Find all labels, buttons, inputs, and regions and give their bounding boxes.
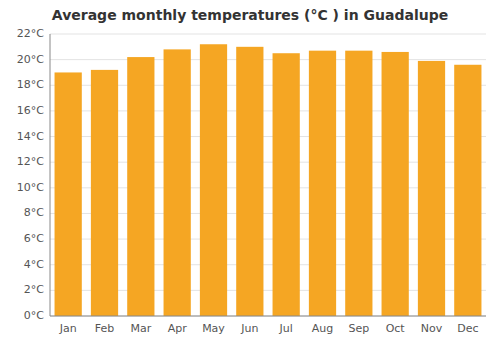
chart: 0°C 2°C 4°C 6°C 8°C 10°C 12°C 14°C 16°C 18°C 20°C 2…: [0, 0, 500, 350]
y-tick-label: 10°C: [17, 181, 44, 194]
chart-container: 0°C 2°C 4°C 6°C 8°C 10°C 12°C 14°C 16°C 18°C 20°C 2…: [0, 0, 500, 350]
x-tick-label: Mar: [130, 322, 151, 335]
bar: [454, 65, 481, 316]
x-tick-label: Jan: [59, 322, 77, 335]
bar: [309, 51, 336, 316]
bar: [164, 49, 191, 316]
y-tick-label: 18°C: [17, 78, 44, 91]
y-axis-line: [50, 34, 51, 316]
y-axis-ticks: 0°C 2°C 4°C 6°C 8°C 10°C 12°C 14°C 16°C 18°C 20°C 2…: [17, 27, 44, 322]
x-tick-label: Sep: [348, 322, 369, 335]
y-tick-label: 4°C: [24, 258, 44, 271]
y-tick-label: 8°C: [24, 206, 44, 219]
y-tick-label: 12°C: [17, 155, 44, 168]
x-tick-label: Aug: [312, 322, 333, 335]
y-tick-label: 16°C: [17, 104, 44, 117]
grid: [50, 34, 486, 316]
grid-line: [50, 316, 486, 317]
x-tick-label: Dec: [457, 322, 478, 335]
title: Average monthly temperatures (°C ) in Gu…: [52, 7, 448, 23]
y-tick-label: 20°C: [17, 53, 44, 66]
x-tick-label: May: [202, 322, 225, 335]
x-tick-label: Jun: [240, 322, 258, 335]
bar: [127, 57, 154, 316]
bar: [345, 51, 372, 316]
y-tick-label: 14°C: [17, 130, 44, 143]
x-tick-label: Nov: [421, 322, 443, 335]
grid-line: [50, 34, 486, 35]
y-tick-label: 22°C: [17, 27, 44, 40]
bar: [236, 47, 263, 316]
bar: [273, 53, 300, 316]
y-tick-label: 0°C: [24, 309, 44, 322]
x-axis-ticks: Jan Feb Mar Apr May Jun Jul Aug Sep Oct Nov Dec: [59, 322, 479, 335]
x-axis-line: [50, 316, 486, 317]
bars: [55, 44, 482, 316]
bar: [418, 61, 445, 316]
y-tick-label: 2°C: [24, 283, 44, 296]
bar: [55, 72, 82, 316]
x-tick-label: Feb: [95, 322, 114, 335]
x-tick-label: Jul: [279, 322, 293, 335]
grid-line: [50, 59, 486, 60]
x-tick-label: Oct: [386, 322, 406, 335]
y-tick-label: 6°C: [24, 232, 44, 245]
x-tick-label: Apr: [168, 322, 188, 335]
bar: [91, 70, 118, 316]
bar: [382, 52, 409, 316]
bar: [200, 44, 227, 316]
